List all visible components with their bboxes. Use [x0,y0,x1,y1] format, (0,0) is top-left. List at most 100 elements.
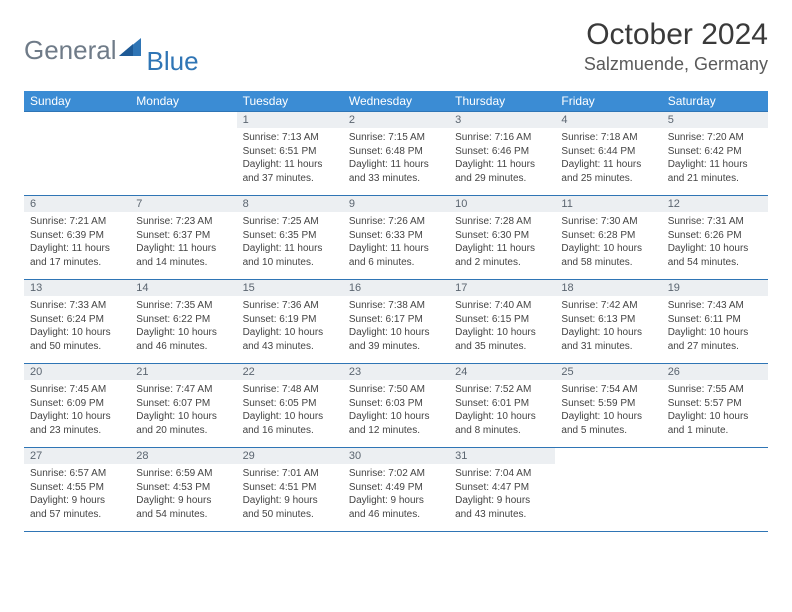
day-number: 26 [662,364,768,380]
calendar-cell [130,112,236,196]
day-number: 18 [555,280,661,296]
calendar-cell: 4Sunrise: 7:18 AMSunset: 6:44 PMDaylight… [555,112,661,196]
weekday-header: Monday [130,91,236,112]
day-content: Sunrise: 7:28 AMSunset: 6:30 PMDaylight:… [449,212,555,273]
logo-general: General [24,35,117,66]
day-content: Sunrise: 7:48 AMSunset: 6:05 PMDaylight:… [237,380,343,441]
calendar-cell: 16Sunrise: 7:38 AMSunset: 6:17 PMDayligh… [343,280,449,364]
day-number: 11 [555,196,661,212]
day-number: 24 [449,364,555,380]
day-content: Sunrise: 7:16 AMSunset: 6:46 PMDaylight:… [449,128,555,189]
calendar-cell: 8Sunrise: 7:25 AMSunset: 6:35 PMDaylight… [237,196,343,280]
day-content: Sunrise: 7:50 AMSunset: 6:03 PMDaylight:… [343,380,449,441]
day-content: Sunrise: 7:20 AMSunset: 6:42 PMDaylight:… [662,128,768,189]
day-content: Sunrise: 7:33 AMSunset: 6:24 PMDaylight:… [24,296,130,357]
day-content: Sunrise: 7:55 AMSunset: 5:57 PMDaylight:… [662,380,768,441]
calendar-cell: 21Sunrise: 7:47 AMSunset: 6:07 PMDayligh… [130,364,236,448]
day-number: 15 [237,280,343,296]
day-number: 1 [237,112,343,128]
day-number: 5 [662,112,768,128]
day-number: 17 [449,280,555,296]
day-number: 8 [237,196,343,212]
title-block: October 2024 Salzmuende, Germany [584,18,768,75]
calendar-cell: 14Sunrise: 7:35 AMSunset: 6:22 PMDayligh… [130,280,236,364]
day-number: 10 [449,196,555,212]
day-content: Sunrise: 7:15 AMSunset: 6:48 PMDaylight:… [343,128,449,189]
calendar-cell: 20Sunrise: 7:45 AMSunset: 6:09 PMDayligh… [24,364,130,448]
calendar-cell: 25Sunrise: 7:54 AMSunset: 5:59 PMDayligh… [555,364,661,448]
calendar-cell: 1Sunrise: 7:13 AMSunset: 6:51 PMDaylight… [237,112,343,196]
calendar-row: 6Sunrise: 7:21 AMSunset: 6:39 PMDaylight… [24,196,768,280]
calendar-cell: 23Sunrise: 7:50 AMSunset: 6:03 PMDayligh… [343,364,449,448]
day-content: Sunrise: 7:23 AMSunset: 6:37 PMDaylight:… [130,212,236,273]
calendar-row: 1Sunrise: 7:13 AMSunset: 6:51 PMDaylight… [24,112,768,196]
calendar-cell: 27Sunrise: 6:57 AMSunset: 4:55 PMDayligh… [24,448,130,532]
calendar-cell: 31Sunrise: 7:04 AMSunset: 4:47 PMDayligh… [449,448,555,532]
day-content: Sunrise: 6:57 AMSunset: 4:55 PMDaylight:… [24,464,130,525]
day-number: 27 [24,448,130,464]
day-number: 4 [555,112,661,128]
day-content: Sunrise: 7:13 AMSunset: 6:51 PMDaylight:… [237,128,343,189]
calendar-cell: 19Sunrise: 7:43 AMSunset: 6:11 PMDayligh… [662,280,768,364]
day-content: Sunrise: 7:02 AMSunset: 4:49 PMDaylight:… [343,464,449,525]
day-content: Sunrise: 7:36 AMSunset: 6:19 PMDaylight:… [237,296,343,357]
logo-blue: Blue [147,46,199,77]
calendar-cell: 6Sunrise: 7:21 AMSunset: 6:39 PMDaylight… [24,196,130,280]
day-number: 25 [555,364,661,380]
day-content: Sunrise: 7:31 AMSunset: 6:26 PMDaylight:… [662,212,768,273]
day-content: Sunrise: 7:43 AMSunset: 6:11 PMDaylight:… [662,296,768,357]
day-number: 29 [237,448,343,464]
day-number: 19 [662,280,768,296]
day-number: 7 [130,196,236,212]
calendar-cell: 9Sunrise: 7:26 AMSunset: 6:33 PMDaylight… [343,196,449,280]
calendar-cell: 30Sunrise: 7:02 AMSunset: 4:49 PMDayligh… [343,448,449,532]
calendar-cell: 7Sunrise: 7:23 AMSunset: 6:37 PMDaylight… [130,196,236,280]
calendar-cell: 5Sunrise: 7:20 AMSunset: 6:42 PMDaylight… [662,112,768,196]
weekday-row: Sunday Monday Tuesday Wednesday Thursday… [24,91,768,112]
day-content: Sunrise: 7:52 AMSunset: 6:01 PMDaylight:… [449,380,555,441]
calendar-cell: 2Sunrise: 7:15 AMSunset: 6:48 PMDaylight… [343,112,449,196]
day-number: 21 [130,364,236,380]
calendar-cell: 3Sunrise: 7:16 AMSunset: 6:46 PMDaylight… [449,112,555,196]
day-number: 30 [343,448,449,464]
calendar-cell: 12Sunrise: 7:31 AMSunset: 6:26 PMDayligh… [662,196,768,280]
day-content: Sunrise: 7:26 AMSunset: 6:33 PMDaylight:… [343,212,449,273]
day-content: Sunrise: 7:38 AMSunset: 6:17 PMDaylight:… [343,296,449,357]
day-number: 28 [130,448,236,464]
weekday-header: Wednesday [343,91,449,112]
day-content: Sunrise: 7:18 AMSunset: 6:44 PMDaylight:… [555,128,661,189]
calendar-cell [24,112,130,196]
day-content: Sunrise: 7:35 AMSunset: 6:22 PMDaylight:… [130,296,236,357]
logo: General Blue [24,18,199,77]
day-content: Sunrise: 7:40 AMSunset: 6:15 PMDaylight:… [449,296,555,357]
weekday-header: Sunday [24,91,130,112]
day-content: Sunrise: 7:21 AMSunset: 6:39 PMDaylight:… [24,212,130,273]
day-number: 23 [343,364,449,380]
calendar-cell: 17Sunrise: 7:40 AMSunset: 6:15 PMDayligh… [449,280,555,364]
calendar-row: 20Sunrise: 7:45 AMSunset: 6:09 PMDayligh… [24,364,768,448]
day-content: Sunrise: 7:47 AMSunset: 6:07 PMDaylight:… [130,380,236,441]
day-content: Sunrise: 6:59 AMSunset: 4:53 PMDaylight:… [130,464,236,525]
calendar-cell: 24Sunrise: 7:52 AMSunset: 6:01 PMDayligh… [449,364,555,448]
day-number: 13 [24,280,130,296]
calendar-cell: 26Sunrise: 7:55 AMSunset: 5:57 PMDayligh… [662,364,768,448]
weekday-header: Friday [555,91,661,112]
day-number: 31 [449,448,555,464]
logo-sail-icon [119,36,145,63]
day-content: Sunrise: 7:42 AMSunset: 6:13 PMDaylight:… [555,296,661,357]
day-number: 14 [130,280,236,296]
day-number: 16 [343,280,449,296]
day-content: Sunrise: 7:01 AMSunset: 4:51 PMDaylight:… [237,464,343,525]
calendar-cell: 22Sunrise: 7:48 AMSunset: 6:05 PMDayligh… [237,364,343,448]
header: General Blue October 2024 Salzmuende, Ge… [24,18,768,77]
day-number: 3 [449,112,555,128]
day-content: Sunrise: 7:30 AMSunset: 6:28 PMDaylight:… [555,212,661,273]
day-number: 22 [237,364,343,380]
day-content: Sunrise: 7:54 AMSunset: 5:59 PMDaylight:… [555,380,661,441]
day-number: 9 [343,196,449,212]
day-number: 2 [343,112,449,128]
day-content: Sunrise: 7:25 AMSunset: 6:35 PMDaylight:… [237,212,343,273]
day-content: Sunrise: 7:04 AMSunset: 4:47 PMDaylight:… [449,464,555,525]
calendar-cell: 29Sunrise: 7:01 AMSunset: 4:51 PMDayligh… [237,448,343,532]
calendar-cell: 11Sunrise: 7:30 AMSunset: 6:28 PMDayligh… [555,196,661,280]
